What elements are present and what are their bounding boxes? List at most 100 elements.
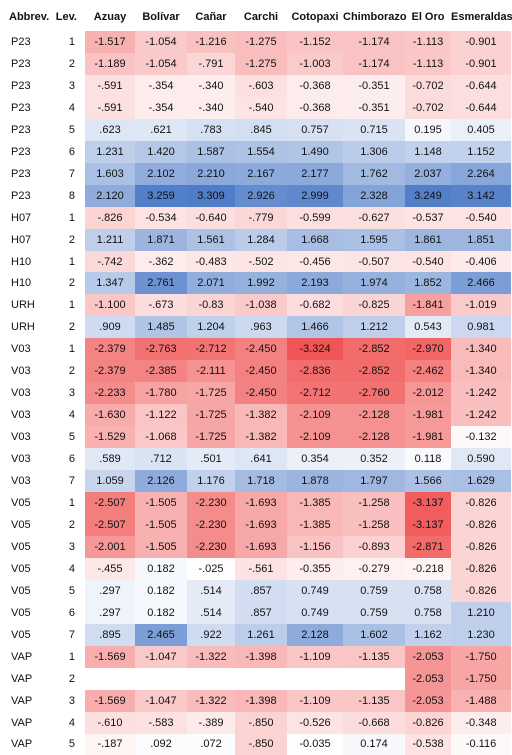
value-cell: -2.111 — [187, 360, 235, 382]
value-cell: -0.526 — [287, 712, 343, 734]
value-cell: 0.195 — [405, 119, 451, 141]
value-cell: 1.059 — [85, 470, 135, 492]
value-cell: 2.120 — [85, 185, 135, 207]
value-cell: -0.826 — [451, 536, 511, 558]
value-cell: -.779 — [235, 207, 287, 229]
value-cell: 1.261 — [235, 624, 287, 646]
value-cell: -0.534 — [135, 207, 187, 229]
value-cell: -1.693 — [235, 492, 287, 514]
value-cell: -.540 — [235, 97, 287, 119]
value-cell: .963 — [235, 316, 287, 338]
abbrev-cell: V03 — [1, 404, 51, 426]
level-cell: 3 — [51, 690, 85, 712]
value-cell: 1.668 — [287, 229, 343, 251]
value-cell: 2.264 — [451, 163, 511, 185]
value-cell: -.791 — [187, 53, 235, 75]
value-cell: -0.355 — [287, 558, 343, 580]
level-cell: 5 — [51, 734, 85, 755]
value-cell: 1.466 — [287, 316, 343, 338]
value-cell: 0.543 — [405, 316, 451, 338]
value-cell: -2.233 — [85, 382, 135, 404]
value-cell: -0.116 — [451, 734, 511, 755]
value-cell: 1.974 — [343, 272, 405, 294]
value-cell: -0.826 — [451, 558, 511, 580]
level-cell: 1 — [51, 207, 85, 229]
value-cell: 0.354 — [287, 448, 343, 470]
level-cell: 4 — [51, 712, 85, 734]
value-cell: -0.279 — [343, 558, 405, 580]
value-cell: -0.351 — [343, 97, 405, 119]
abbrev-cell: V03 — [1, 448, 51, 470]
value-cell: -0.901 — [451, 31, 511, 53]
value-cell: .589 — [85, 448, 135, 470]
value-cell: 2.193 — [287, 272, 343, 294]
level-cell: 6 — [51, 602, 85, 624]
value-cell: .641 — [235, 448, 287, 470]
abbrev-cell: URH — [1, 294, 51, 316]
value-cell: 3.142 — [451, 185, 511, 207]
level-cell: 4 — [51, 97, 85, 119]
value-cell: -.354 — [135, 75, 187, 97]
value-cell: 0.182 — [135, 558, 187, 580]
value-cell: -2.379 — [85, 360, 135, 382]
value-cell: -1.488 — [451, 690, 511, 712]
value-cell: -1.750 — [451, 646, 511, 668]
value-cell: -3.137 — [405, 514, 451, 536]
value-cell: 2.071 — [187, 272, 235, 294]
value-cell: 1.595 — [343, 229, 405, 251]
value-cell: 2.999 — [287, 185, 343, 207]
value-cell: -1.398 — [235, 690, 287, 712]
abbrev-cell: VAP — [1, 646, 51, 668]
value-cell: -1.841 — [405, 294, 451, 316]
abbrev-cell: VAP — [1, 734, 51, 755]
value-cell: 2.210 — [187, 163, 235, 185]
value-cell: 2.328 — [343, 185, 405, 207]
value-cell: -2.450 — [235, 382, 287, 404]
value-cell: -1.693 — [235, 514, 287, 536]
value-cell: 1.162 — [405, 624, 451, 646]
value-cell: .783 — [187, 119, 235, 141]
value-cell: 0.758 — [405, 602, 451, 624]
value-cell: -1.725 — [187, 426, 235, 448]
value-cell: -2.109 — [287, 404, 343, 426]
value-cell: -2.109 — [287, 426, 343, 448]
value-cell: .623 — [85, 119, 135, 141]
value-cell: -0.540 — [451, 207, 511, 229]
value-cell: -1.216 — [187, 31, 235, 53]
value-cell: 1.485 — [135, 316, 187, 338]
value-cell: .092 — [135, 734, 187, 755]
value-cell: -0.538 — [405, 734, 451, 755]
abbrev-cell: URH — [1, 316, 51, 338]
value-cell: -1.113 — [405, 53, 451, 75]
value-cell: 2.926 — [235, 185, 287, 207]
value-cell: 0.749 — [287, 602, 343, 624]
value-cell: -1.505 — [135, 536, 187, 558]
value-cell: -1.505 — [135, 492, 187, 514]
value-cell: -1.630 — [85, 404, 135, 426]
abbrev-cell: V05 — [1, 602, 51, 624]
value-cell: 0.182 — [135, 580, 187, 602]
value-cell: 2.167 — [235, 163, 287, 185]
value-cell: -1.047 — [135, 690, 187, 712]
value-cell: .895 — [85, 624, 135, 646]
level-cell: 7 — [51, 163, 85, 185]
value-cell: -0.035 — [287, 734, 343, 755]
value-cell: -1.152 — [287, 31, 343, 53]
value-cell — [85, 668, 135, 690]
value-cell: 0.118 — [405, 448, 451, 470]
value-cell: .514 — [187, 602, 235, 624]
value-cell: -2.230 — [187, 536, 235, 558]
